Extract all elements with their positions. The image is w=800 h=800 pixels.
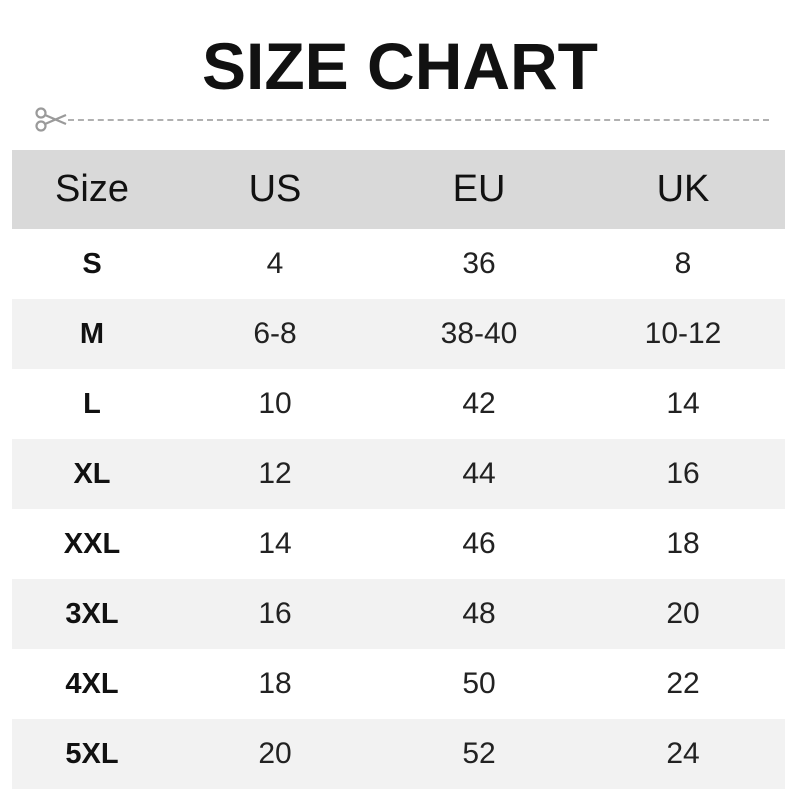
table-row: M 6-8 38-40 10-12 [12,299,785,369]
table-header: Size US EU UK [12,150,785,229]
cut-line [34,104,769,134]
cell-size: M [79,317,105,350]
cell-uk: 22 [666,667,700,700]
cell-size: S [82,247,102,280]
cell-eu: 48 [462,597,496,630]
cell-eu: 52 [462,737,496,770]
table-row: 3XL 16 48 20 [12,579,785,649]
dashed-divider [68,119,769,121]
cell-uk: 24 [666,737,700,770]
cell-eu: 38-40 [440,317,518,350]
cell-eu: 50 [462,667,496,700]
cell-size: XXL [63,527,121,560]
size-table: Size US EU UK S 4 36 8 M 6-8 38-40 10-12 L 10 42 14… [12,150,785,789]
cell-eu: 44 [462,457,496,490]
page-title: SIZE CHART [202,29,598,103]
cell-size: L [83,387,101,420]
table-row: L 10 42 14 [12,369,785,439]
cell-size: 4XL [65,667,119,700]
cell-us: 20 [258,737,292,770]
cell-size: 3XL [65,597,119,630]
header-eu: EU [452,168,506,210]
cell-size: 5XL [65,737,119,770]
header-uk: UK [656,168,710,210]
cell-us: 10 [258,387,292,420]
cell-us: 14 [258,527,292,560]
cell-eu: 36 [462,247,496,280]
cell-us: 18 [258,667,292,700]
table-row: XL 12 44 16 [12,439,785,509]
cell-us: 6-8 [253,317,297,350]
cell-uk: 20 [666,597,700,630]
table-row: XXL 14 46 18 [12,509,785,579]
cell-us: 12 [258,457,292,490]
cell-uk: 14 [666,387,700,420]
table-row: 4XL 18 50 22 [12,649,785,719]
cell-uk: 18 [666,527,700,560]
cell-us: 16 [258,597,292,630]
cell-uk: 16 [666,457,700,490]
cell-eu: 46 [462,527,496,560]
cell-size: XL [73,457,111,490]
header-us: US [248,168,302,210]
scissors-icon [35,107,67,132]
header-size: Size [55,168,129,210]
cell-uk: 8 [674,247,692,280]
cell-uk: 10-12 [644,317,722,350]
table-row: S 4 36 8 [12,229,785,299]
cell-eu: 42 [462,387,496,420]
table-row: 5XL 20 52 24 [12,719,785,789]
cell-us: 4 [266,247,284,280]
